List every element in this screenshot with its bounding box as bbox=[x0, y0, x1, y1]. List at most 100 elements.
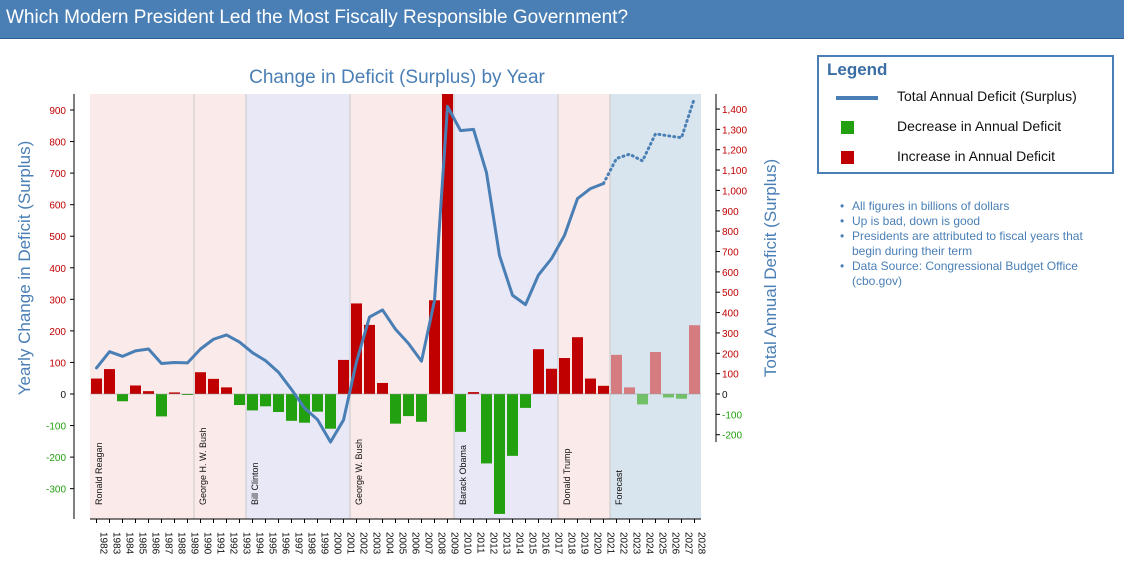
deficit-chart: Ronald Reagan George H. W. Bush Bill Clint… bbox=[15, 67, 780, 555]
change-bar bbox=[338, 359, 349, 394]
change-bar bbox=[286, 394, 297, 421]
x-tick-label: 2008 bbox=[436, 532, 447, 555]
right-tick-label: 100 bbox=[722, 370, 739, 381]
right-tick-label: 200 bbox=[722, 349, 739, 360]
change-bar bbox=[650, 352, 661, 394]
change-bar bbox=[468, 392, 479, 394]
change-bar bbox=[676, 394, 687, 399]
x-tick-label: 2003 bbox=[371, 532, 382, 555]
x-tick-label: 2010 bbox=[462, 532, 473, 555]
x-tick-label: 1995 bbox=[267, 532, 278, 555]
change-bar bbox=[520, 394, 531, 408]
x-tick-label: 2024 bbox=[644, 532, 655, 555]
era-label: George H. W. Bush bbox=[198, 427, 208, 505]
change-bar bbox=[403, 394, 414, 417]
change-bar bbox=[91, 378, 102, 394]
right-tick-label: -200 bbox=[722, 431, 742, 442]
x-tick-label: 2006 bbox=[410, 532, 421, 555]
x-tick-label: 2027 bbox=[683, 532, 694, 555]
x-tick-label: 2011 bbox=[475, 532, 486, 554]
change-bar bbox=[611, 354, 622, 394]
era-band bbox=[246, 94, 350, 519]
x-tick-label: 1983 bbox=[111, 532, 122, 555]
x-tick-label: 1987 bbox=[163, 532, 174, 555]
change-bar bbox=[169, 392, 180, 394]
change-bar bbox=[351, 303, 362, 394]
change-bar bbox=[221, 387, 232, 394]
x-tick-label: 1990 bbox=[202, 532, 213, 555]
left-tick-label: 600 bbox=[49, 201, 66, 212]
legend-box: Legend Total Annual Deficit (Surplus) De… bbox=[817, 55, 1114, 174]
change-bar bbox=[429, 300, 440, 394]
left-tick-label: 900 bbox=[49, 106, 66, 117]
change-bar bbox=[598, 385, 609, 394]
right-tick-label: 1,000 bbox=[722, 186, 747, 197]
x-tick-label: 2002 bbox=[358, 532, 369, 555]
change-bar bbox=[208, 378, 219, 394]
note-item: Up is bad, down is good bbox=[840, 214, 1110, 229]
change-bar bbox=[585, 378, 596, 394]
change-bar bbox=[104, 369, 115, 394]
era-band bbox=[90, 94, 194, 519]
notes-list: All figures in billions of dollars Up is… bbox=[840, 199, 1110, 289]
right-tick-label: 1,300 bbox=[722, 125, 747, 136]
change-bar bbox=[624, 387, 635, 394]
change-bar bbox=[156, 394, 167, 417]
left-tick-label: 100 bbox=[49, 358, 66, 369]
change-bar bbox=[416, 394, 427, 422]
x-tick-label: 1996 bbox=[280, 532, 291, 555]
x-tick-label: 1986 bbox=[150, 532, 161, 555]
left-tick-label: -300 bbox=[46, 485, 66, 496]
change-bar bbox=[546, 368, 557, 394]
x-tick-label: 1988 bbox=[176, 532, 187, 555]
x-tick-label: 2012 bbox=[488, 532, 499, 555]
change-bar bbox=[377, 382, 388, 394]
change-bar bbox=[442, 94, 453, 394]
left-tick-label: -200 bbox=[46, 453, 66, 464]
era-label: Barack Obama bbox=[458, 445, 468, 505]
left-tick-label: -100 bbox=[46, 422, 66, 433]
x-tick-label: 1999 bbox=[319, 532, 330, 555]
note-item: Data Source: Congressional Budget Office… bbox=[840, 259, 1110, 289]
era-band bbox=[610, 94, 701, 519]
x-tick-label: 1991 bbox=[215, 532, 226, 555]
left-tick-label: 300 bbox=[49, 295, 66, 306]
era-label: Forecast bbox=[614, 469, 624, 505]
right-tick-label: 300 bbox=[722, 329, 739, 340]
legend-label: Total Annual Deficit (Surplus) bbox=[897, 88, 1077, 104]
change-bar bbox=[637, 394, 648, 405]
right-tick-label: 1,200 bbox=[722, 146, 747, 157]
x-tick-label: 2018 bbox=[566, 532, 577, 555]
right-tick-label: 800 bbox=[722, 227, 739, 238]
legend-label: Decrease in Annual Deficit bbox=[897, 118, 1062, 134]
x-tick-label: 2014 bbox=[514, 532, 525, 555]
y2-axis-title: Total Annual Deficit (Surplus) bbox=[761, 159, 780, 377]
change-bar bbox=[364, 324, 375, 394]
x-tick-label: 2001 bbox=[345, 532, 356, 555]
x-tick-label: 2009 bbox=[449, 532, 460, 555]
change-bar bbox=[559, 358, 570, 394]
x-tick-label: 2020 bbox=[592, 532, 603, 555]
change-bar bbox=[130, 385, 141, 394]
x-tick-label: 2021 bbox=[605, 532, 616, 555]
change-bar bbox=[689, 325, 700, 394]
era-band bbox=[194, 94, 246, 519]
right-tick-label: 400 bbox=[722, 309, 739, 320]
chart-title: Change in Deficit (Surplus) by Year bbox=[249, 67, 545, 88]
era-label: Bill Clinton bbox=[250, 462, 260, 505]
x-tick-label: 2015 bbox=[527, 532, 538, 555]
era-label: George W. Bush bbox=[354, 439, 364, 505]
change-bar bbox=[572, 337, 583, 394]
x-tick-label: 2017 bbox=[553, 532, 564, 555]
page-title: Which Modern President Led the Most Fisc… bbox=[6, 7, 629, 28]
right-tick-label: 700 bbox=[722, 248, 739, 259]
change-bar bbox=[481, 394, 492, 464]
change-bar bbox=[312, 394, 323, 412]
x-tick-label: 1994 bbox=[254, 532, 265, 555]
change-bar bbox=[234, 394, 245, 406]
x-tick-label: 2005 bbox=[397, 532, 408, 555]
x-tick-label: 1989 bbox=[189, 532, 200, 555]
change-bar bbox=[247, 394, 258, 411]
total-deficit-line bbox=[95, 104, 605, 444]
x-tick-label: 1998 bbox=[306, 532, 317, 555]
